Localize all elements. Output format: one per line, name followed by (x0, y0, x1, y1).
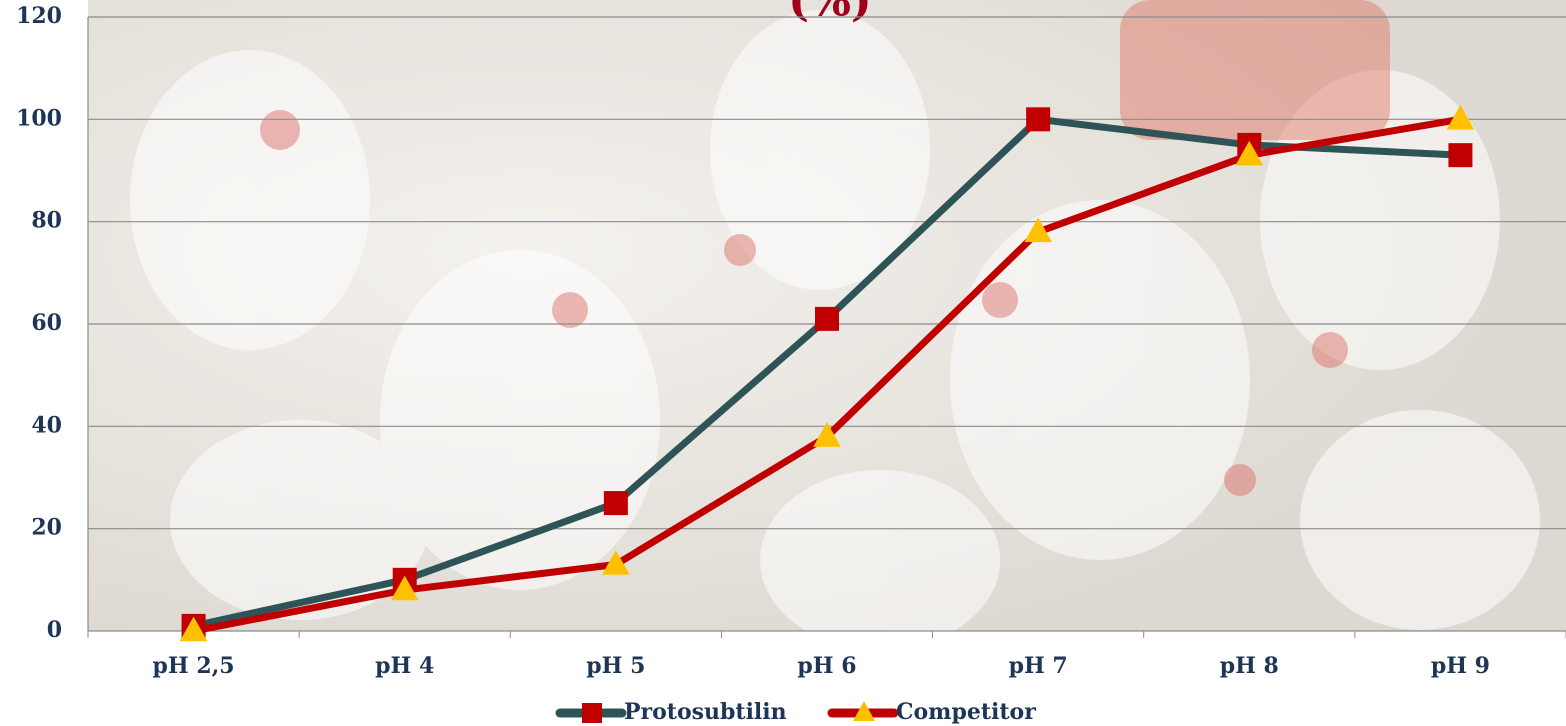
x-tick-label: pH 9 (1431, 653, 1490, 679)
marker (813, 422, 841, 447)
legend-marker (582, 703, 602, 723)
x-tick-label: pH 7 (1009, 653, 1068, 679)
legend-label: Competitor (896, 699, 1036, 725)
x-tick-label: pH 4 (375, 653, 434, 679)
y-tick-label: 120 (16, 3, 62, 29)
marker (390, 575, 419, 601)
y-tick-label: 0 (47, 617, 62, 643)
x-tick-label: pH 5 (586, 653, 645, 679)
x-tick-label: pH 2,5 (153, 653, 235, 679)
y-tick-label: 60 (31, 310, 62, 336)
background-combs (260, 0, 1390, 496)
marker (1235, 140, 1264, 166)
marker (602, 550, 630, 575)
legend-label: Protosubtilin (624, 699, 787, 725)
marker (603, 491, 628, 516)
marker (1446, 104, 1475, 130)
chart-title: (%) (788, 0, 871, 27)
y-tick-label: 40 (31, 412, 62, 438)
marker (1026, 107, 1051, 132)
marker (815, 306, 839, 331)
x-tick-label: pH 6 (797, 653, 856, 679)
marker (1448, 143, 1473, 168)
x-tick-label: pH 8 (1220, 653, 1279, 679)
legend-marker (853, 701, 875, 721)
y-tick-label: 100 (16, 105, 62, 131)
y-tick-label: 80 (31, 208, 62, 234)
marker (179, 616, 208, 642)
marker (1024, 217, 1052, 243)
y-tick-label: 20 (31, 515, 62, 541)
